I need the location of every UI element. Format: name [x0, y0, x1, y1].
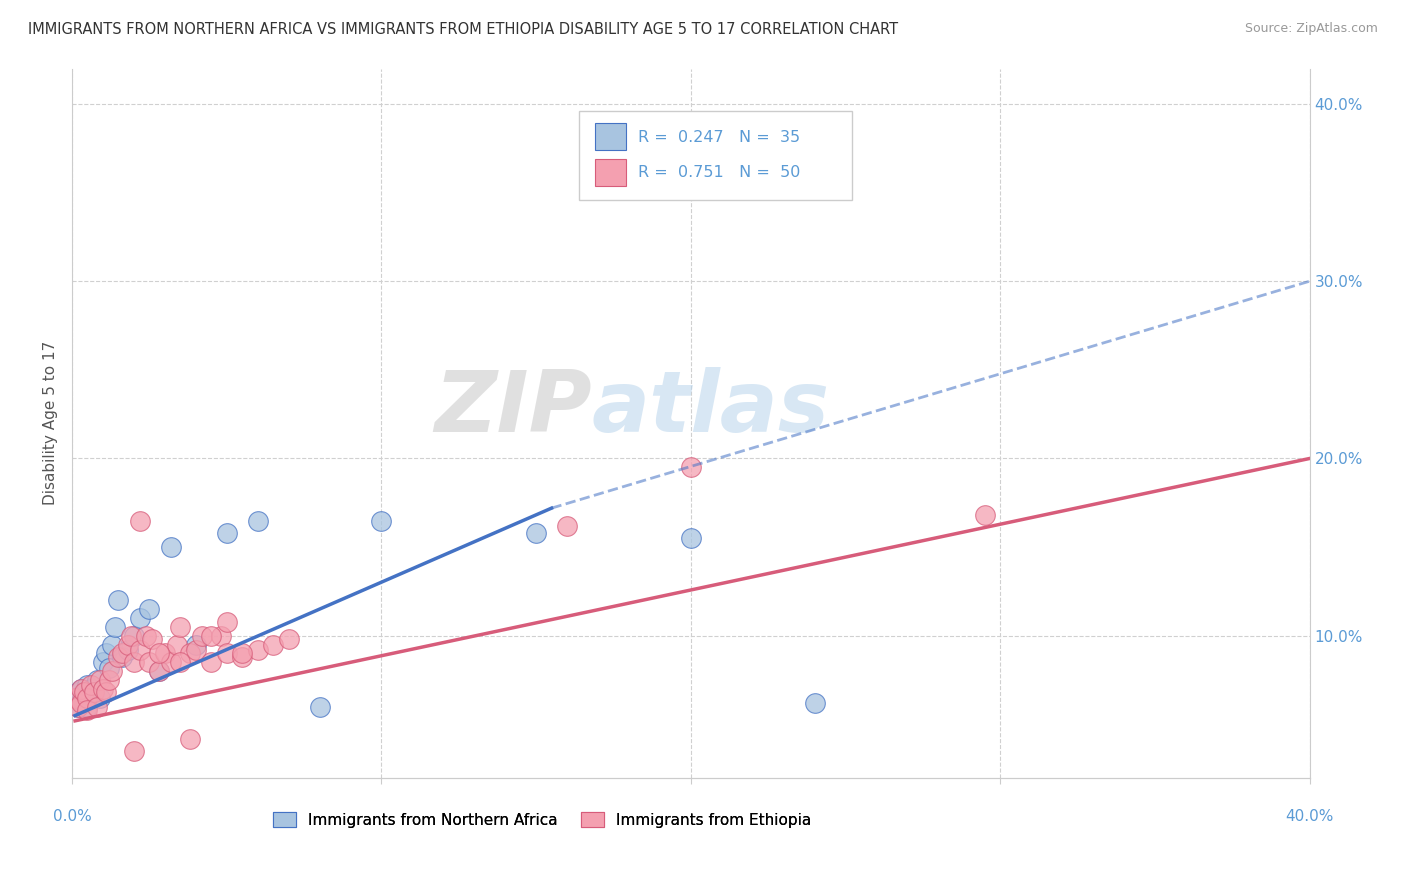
Point — [122, 629, 145, 643]
Point — [370, 514, 392, 528]
Point — [110, 650, 132, 665]
FancyBboxPatch shape — [596, 123, 627, 150]
Point — [129, 611, 152, 625]
FancyBboxPatch shape — [579, 112, 852, 200]
Point — [83, 685, 105, 699]
Point — [148, 664, 170, 678]
Point — [153, 647, 176, 661]
Point — [169, 620, 191, 634]
Text: ZIP: ZIP — [434, 368, 592, 450]
Point — [63, 690, 86, 705]
Point — [70, 681, 93, 696]
Point — [91, 656, 114, 670]
Point — [67, 699, 90, 714]
Point — [76, 678, 98, 692]
Point — [215, 525, 238, 540]
Point — [148, 664, 170, 678]
Point — [215, 615, 238, 629]
Point — [262, 638, 284, 652]
Text: IMMIGRANTS FROM NORTHERN AFRICA VS IMMIGRANTS FROM ETHIOPIA DISABILITY AGE 5 TO : IMMIGRANTS FROM NORTHERN AFRICA VS IMMIG… — [28, 22, 898, 37]
Point — [101, 664, 124, 678]
Point — [169, 656, 191, 670]
Point — [179, 731, 201, 746]
Point — [200, 656, 222, 670]
Point — [308, 699, 330, 714]
Point — [231, 647, 253, 661]
Point — [94, 685, 117, 699]
Point — [91, 681, 114, 696]
Point — [679, 460, 702, 475]
Point — [679, 531, 702, 545]
Point — [246, 514, 269, 528]
Point — [83, 685, 105, 699]
Point — [120, 629, 142, 643]
Point — [184, 638, 207, 652]
Point — [67, 699, 90, 714]
Point — [138, 656, 160, 670]
Point — [122, 744, 145, 758]
Point — [200, 629, 222, 643]
Point — [246, 643, 269, 657]
Point — [160, 656, 183, 670]
Point — [215, 647, 238, 661]
Text: R =  0.247   N =  35: R = 0.247 N = 35 — [637, 130, 800, 145]
Text: 40.0%: 40.0% — [1285, 809, 1334, 824]
Text: R =  0.751   N =  50: R = 0.751 N = 50 — [637, 165, 800, 180]
Point — [179, 647, 201, 661]
Text: atlas: atlas — [592, 368, 830, 450]
Point — [73, 687, 96, 701]
Point — [86, 673, 108, 687]
Point — [98, 673, 121, 687]
Point — [141, 632, 163, 647]
Y-axis label: Disability Age 5 to 17: Disability Age 5 to 17 — [44, 341, 58, 505]
Point — [524, 525, 547, 540]
Point — [70, 694, 93, 708]
Point — [76, 699, 98, 714]
Point — [79, 678, 101, 692]
Point — [107, 593, 129, 607]
Point — [129, 643, 152, 657]
Point — [191, 629, 214, 643]
Point — [166, 638, 188, 652]
Legend: Immigrants from Northern Africa, Immigrants from Ethiopia: Immigrants from Northern Africa, Immigra… — [267, 805, 817, 834]
Point — [209, 629, 232, 643]
Point — [70, 696, 93, 710]
Point — [86, 699, 108, 714]
Point — [122, 656, 145, 670]
Text: Source: ZipAtlas.com: Source: ZipAtlas.com — [1244, 22, 1378, 36]
Point — [89, 673, 111, 687]
Point — [135, 629, 157, 643]
Point — [73, 696, 96, 710]
Point — [973, 508, 995, 523]
Point — [76, 703, 98, 717]
Point — [129, 514, 152, 528]
Point — [117, 643, 139, 657]
Point — [117, 638, 139, 652]
Text: 0.0%: 0.0% — [52, 809, 91, 824]
Point — [94, 647, 117, 661]
Point — [104, 620, 127, 634]
Point — [76, 690, 98, 705]
Point — [160, 540, 183, 554]
Point — [73, 685, 96, 699]
Point — [67, 685, 90, 699]
Point — [98, 661, 121, 675]
Point — [110, 647, 132, 661]
Point — [138, 602, 160, 616]
Point — [231, 650, 253, 665]
Point — [63, 690, 86, 705]
Point — [89, 690, 111, 705]
Point — [70, 681, 93, 696]
Point — [555, 519, 578, 533]
Point — [101, 638, 124, 652]
Point — [79, 681, 101, 696]
Point — [277, 632, 299, 647]
Point — [79, 690, 101, 705]
Point — [107, 650, 129, 665]
Point — [803, 696, 825, 710]
Point — [148, 647, 170, 661]
FancyBboxPatch shape — [596, 159, 627, 186]
Point — [184, 643, 207, 657]
